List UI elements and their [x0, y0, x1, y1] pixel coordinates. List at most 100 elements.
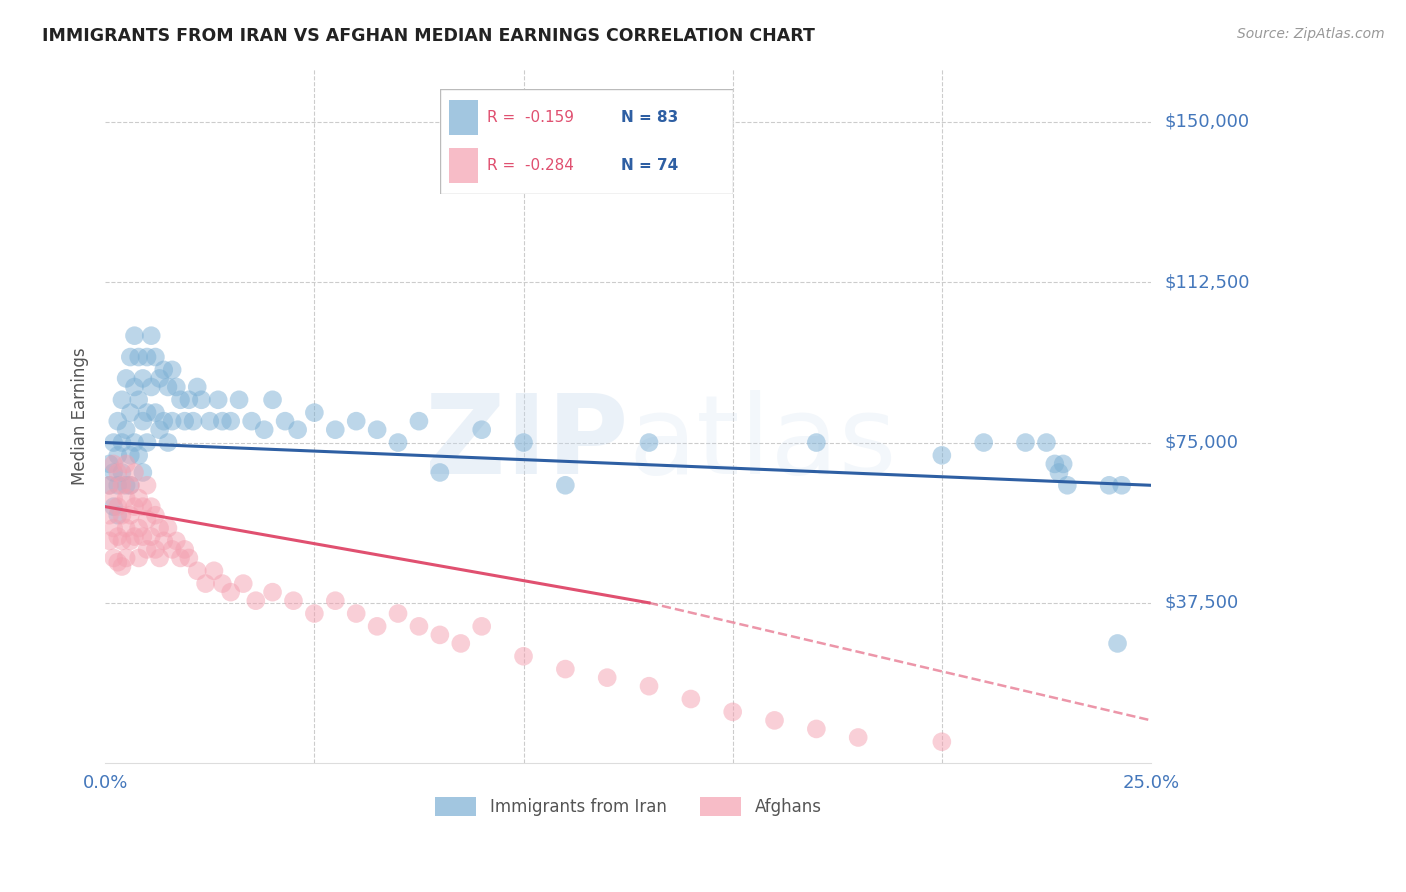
Point: [98, 478, 121, 492]
Point: [156, 521, 179, 535]
Point: [141, 530, 163, 544]
Point: [103, 491, 125, 505]
Point: [111, 392, 134, 407]
Point: [115, 491, 138, 505]
Point: [181, 414, 204, 428]
Point: [1052, 457, 1074, 471]
Point: [120, 478, 142, 492]
Point: [806, 722, 828, 736]
Point: [211, 414, 233, 428]
Point: [124, 466, 146, 480]
Point: [262, 585, 284, 599]
Point: [931, 735, 953, 749]
Point: [124, 435, 146, 450]
Point: [120, 508, 142, 523]
Point: [1111, 478, 1133, 492]
Point: [512, 649, 534, 664]
Point: [387, 435, 409, 450]
Point: [141, 328, 163, 343]
Point: [145, 542, 167, 557]
Point: [186, 564, 208, 578]
Point: [111, 466, 134, 480]
Point: [165, 533, 187, 548]
Point: [931, 448, 953, 462]
Point: [103, 500, 125, 514]
Point: [149, 371, 172, 385]
Point: [344, 414, 367, 428]
Point: [177, 551, 200, 566]
Point: [115, 551, 138, 566]
Point: [219, 414, 242, 428]
Point: [177, 392, 200, 407]
Point: [145, 406, 167, 420]
Point: [111, 533, 134, 548]
Point: [169, 551, 191, 566]
Point: [806, 435, 828, 450]
Text: $112,500: $112,500: [1166, 273, 1250, 292]
Point: [120, 448, 142, 462]
Point: [304, 406, 326, 420]
Point: [136, 542, 159, 557]
Point: [152, 533, 174, 548]
Point: [304, 607, 326, 621]
Point: [160, 542, 183, 557]
Point: [387, 607, 409, 621]
Point: [287, 423, 309, 437]
Text: atlas: atlas: [628, 390, 897, 497]
Point: [107, 466, 129, 480]
Point: [98, 533, 121, 548]
Point: [103, 521, 125, 535]
Point: [103, 435, 125, 450]
Point: [128, 392, 150, 407]
Point: [115, 423, 138, 437]
Point: [721, 705, 744, 719]
Text: $75,000: $75,000: [1166, 434, 1239, 451]
Point: [149, 423, 172, 437]
Point: [115, 457, 138, 471]
Point: [132, 371, 155, 385]
Point: [186, 380, 208, 394]
Point: [211, 576, 233, 591]
Point: [98, 457, 121, 471]
Point: [132, 530, 155, 544]
Point: [512, 435, 534, 450]
Point: [232, 576, 254, 591]
Point: [103, 457, 125, 471]
Point: [198, 414, 221, 428]
Point: [128, 521, 150, 535]
Point: [136, 512, 159, 526]
Point: [323, 593, 346, 607]
Point: [262, 392, 284, 407]
Point: [190, 392, 212, 407]
Point: [846, 731, 869, 745]
Point: [596, 671, 619, 685]
Point: [115, 371, 138, 385]
Point: [107, 530, 129, 544]
Point: [132, 500, 155, 514]
Point: [638, 435, 661, 450]
Point: [253, 423, 276, 437]
Point: [366, 423, 388, 437]
Point: [1035, 435, 1057, 450]
Point: [679, 692, 702, 706]
Point: [554, 662, 576, 676]
Point: [136, 350, 159, 364]
Point: [124, 328, 146, 343]
Point: [240, 414, 263, 428]
Point: [156, 435, 179, 450]
Point: [152, 363, 174, 377]
Point: [160, 363, 183, 377]
Point: [136, 478, 159, 492]
Point: [366, 619, 388, 633]
Point: [128, 551, 150, 566]
Point: [115, 478, 138, 492]
Point: [1043, 457, 1066, 471]
Point: [145, 508, 167, 523]
Point: [107, 448, 129, 462]
Point: [245, 593, 267, 607]
Point: [111, 508, 134, 523]
Point: [973, 435, 995, 450]
Point: [1098, 478, 1121, 492]
Point: [120, 533, 142, 548]
Point: [132, 466, 155, 480]
